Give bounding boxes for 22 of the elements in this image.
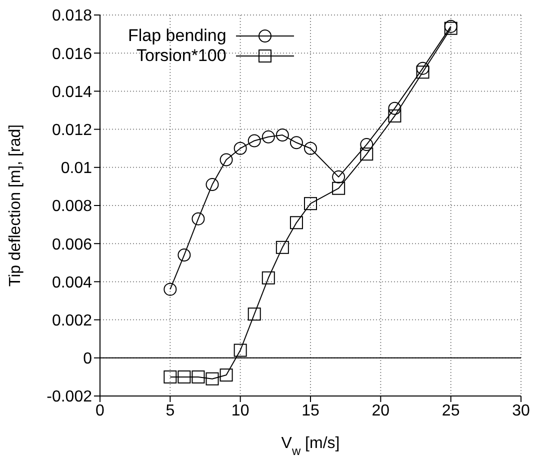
y-tick-label: 0.014 xyxy=(52,84,92,101)
x-tick-label: 20 xyxy=(372,402,390,420)
y-tick-label: 0.018 xyxy=(52,8,92,25)
y-tick-label: 0.012 xyxy=(52,122,92,139)
x-tick-label: 15 xyxy=(302,402,320,420)
y-tick-label: 0.016 xyxy=(52,46,92,63)
y-tick-label: 0.01 xyxy=(60,160,92,178)
y-tick-label: 0.002 xyxy=(52,312,92,330)
legend-label: Torsion*100 xyxy=(136,46,226,66)
y-tick-label: 0.006 xyxy=(52,236,92,254)
y-axis-title: Tip deflection [m], [rad] xyxy=(7,124,24,287)
legend-label: Flap bending xyxy=(128,26,226,46)
y-tick-label: 0.004 xyxy=(52,274,92,292)
x-tick-label: 0 xyxy=(96,402,105,420)
y-tick-label: -0.002 xyxy=(46,388,92,406)
y-tick-label: 0.008 xyxy=(52,198,92,216)
x-tick-label: 25 xyxy=(442,402,460,420)
x-axis-title: V$_{w}$ [m/s] xyxy=(281,435,340,458)
x-tick-label: 10 xyxy=(231,402,250,420)
x-tick-label: 5 xyxy=(166,402,175,420)
x-tick-label: 30 xyxy=(512,402,530,420)
y-tick-label: 0 xyxy=(83,350,92,368)
